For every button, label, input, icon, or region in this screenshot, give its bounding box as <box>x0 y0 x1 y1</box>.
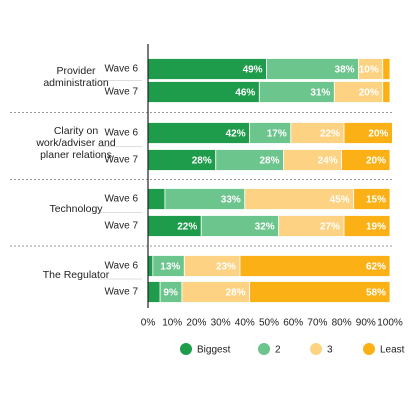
x-tick-label: 40% <box>235 318 255 329</box>
x-tick-label: 60% <box>283 318 303 329</box>
data-label: 19% <box>366 222 386 233</box>
legend-label: Least <box>380 345 405 356</box>
bar-segment <box>353 188 391 210</box>
data-label: 22% <box>320 129 340 140</box>
bar-segment <box>341 149 391 171</box>
legend-swatch <box>363 343 375 355</box>
legend-label: 2 <box>275 345 281 356</box>
data-label: 28% <box>226 288 246 299</box>
wave-label: Wave 7 <box>104 87 138 98</box>
data-label: 58% <box>366 288 386 299</box>
x-tick-label: 80% <box>332 318 352 329</box>
data-label: 13% <box>160 262 180 273</box>
data-label: 20% <box>366 156 386 167</box>
legend-swatch <box>258 343 270 355</box>
data-label: 22% <box>177 222 197 233</box>
bar-segment <box>249 281 391 303</box>
data-label: 32% <box>255 222 275 233</box>
group-label: Technology <box>49 202 103 215</box>
data-label: 62% <box>366 262 386 273</box>
bar-segment <box>147 255 154 277</box>
legend-label: 3 <box>327 345 333 356</box>
bar-segment <box>382 58 391 80</box>
legend-swatch <box>180 343 192 355</box>
x-tick-label: 70% <box>307 318 327 329</box>
data-label: 28% <box>260 156 280 167</box>
data-label: 28% <box>192 156 212 167</box>
data-label: 49% <box>243 65 263 76</box>
bar-segment <box>147 281 161 303</box>
wave-label: Wave 7 <box>104 221 138 232</box>
data-label: 20% <box>368 129 388 140</box>
data-label: 42% <box>226 129 246 140</box>
data-label: 46% <box>235 88 255 99</box>
x-tick-label: 30% <box>211 318 231 329</box>
legend-label: Biggest <box>197 345 231 356</box>
wave-label: Wave 7 <box>104 287 138 298</box>
bar-segment <box>343 122 393 144</box>
x-tick-label: 10% <box>162 318 182 329</box>
wave-label: Wave 6 <box>104 128 138 139</box>
group-label: The Regulator <box>42 269 110 281</box>
data-label: 9% <box>163 288 178 299</box>
data-label: 17% <box>267 129 287 140</box>
data-label: 23% <box>216 262 236 273</box>
data-label: 10% <box>359 65 379 76</box>
wave-label: Wave 6 <box>104 194 138 205</box>
data-label: 20% <box>359 88 379 99</box>
bar-segment <box>343 215 391 237</box>
x-tick-label: 0% <box>141 318 156 329</box>
x-tick-label: 100% <box>377 318 403 329</box>
data-label: 45% <box>330 195 350 206</box>
data-label: 27% <box>320 222 340 233</box>
x-tick-label: 50% <box>259 318 279 329</box>
data-label: 24% <box>318 156 338 167</box>
wave-label: Wave 6 <box>104 64 138 75</box>
data-label: 33% <box>221 195 241 206</box>
data-label: 38% <box>335 65 355 76</box>
bar-segment <box>147 188 166 210</box>
group-label: Clarity on work/adviser and planer relat… <box>36 124 116 161</box>
data-label: 31% <box>310 88 330 99</box>
legend-swatch <box>310 343 322 355</box>
wave-label: Wave 6 <box>104 261 138 272</box>
data-label: 15% <box>366 195 386 206</box>
wave-label: Wave 7 <box>104 155 138 166</box>
group-label: Provider administration <box>43 64 109 89</box>
bar-segment <box>239 255 391 277</box>
x-tick-label: 90% <box>356 318 376 329</box>
x-tick-label: 20% <box>186 318 206 329</box>
bar-segment <box>382 81 391 103</box>
